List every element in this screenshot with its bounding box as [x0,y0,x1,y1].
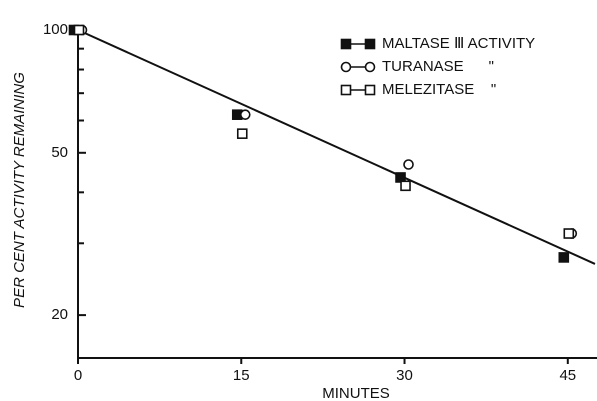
marker [73,24,85,36]
y-tick-label: 20 [51,306,68,323]
y-tick-label: 50 [51,144,68,161]
legend-label: TURANASE " [382,58,494,75]
marker [400,180,411,192]
legend-label: MALTASE Ⅲ ACTIVITY [382,35,535,52]
x-tick-label: 45 [559,367,576,384]
marker [563,228,575,239]
marker [364,38,376,50]
y-tick-label: 100 [43,21,68,38]
x-tick-label: 0 [74,367,82,384]
marker [403,159,414,170]
marker [340,38,352,50]
marker [236,128,248,139]
x-tick-label: 30 [396,367,413,384]
x-axis-label: MINUTES [322,385,390,401]
marker [340,84,352,96]
fit-line [77,29,596,265]
marker [558,252,570,263]
marker [364,61,376,73]
legend-label: MELEZITASE " [382,81,496,98]
x-tick-label: 15 [233,367,250,384]
marker [340,61,352,73]
marker [239,109,251,120]
marker [364,84,376,96]
y-axis-label: PER CENT ACTIVITY REMAINING [11,72,28,308]
